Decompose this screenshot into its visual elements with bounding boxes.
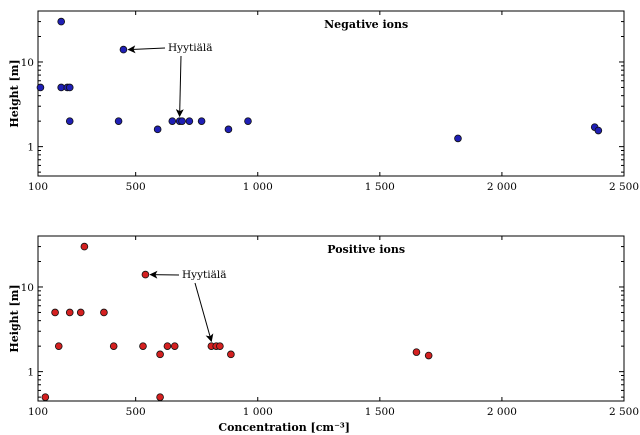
annotation-arrow	[127, 45, 166, 54]
data-point	[163, 342, 172, 350]
y-tick-label: 1	[27, 367, 34, 379]
x-tick-label: 1 000	[243, 181, 273, 193]
annotation-label: Hyytiälä	[182, 269, 226, 281]
x-tick-label: 2 500	[609, 406, 639, 418]
data-point	[156, 350, 164, 359]
y-tick-label: 10	[21, 282, 34, 294]
data-point	[109, 342, 118, 350]
data-point	[65, 117, 74, 125]
x-tick-label: 2 000	[487, 181, 517, 193]
data-point	[185, 117, 194, 125]
data-point	[80, 242, 89, 251]
x-tick-label: 100	[28, 406, 48, 418]
data-point	[424, 351, 433, 360]
panel-title: Positive ions	[327, 243, 405, 256]
data-point	[119, 45, 128, 54]
data-point	[197, 117, 206, 125]
x-tick-label: 500	[126, 406, 146, 418]
data-point	[216, 342, 224, 350]
data-point	[36, 83, 45, 92]
panel-title: Negative ions	[324, 18, 408, 31]
negative-ions-panel: 100 500 1 000 1 500 2 000 2 500 1 10 Negative io…	[8, 10, 639, 193]
plot-frame	[37, 10, 625, 177]
y-tick-label: 10	[21, 57, 34, 69]
x-tick-label: 500	[126, 181, 146, 193]
data-point	[65, 308, 74, 317]
data-point	[139, 342, 147, 350]
data-point	[153, 125, 162, 134]
data-point	[54, 342, 63, 350]
data-point	[65, 83, 74, 92]
annotation-label: Hyytiälä	[168, 42, 212, 54]
data-point	[454, 134, 462, 143]
data-point	[178, 117, 186, 125]
data-point	[412, 348, 421, 356]
data-point	[57, 17, 65, 26]
data-point	[100, 308, 108, 317]
data-point	[156, 393, 164, 401]
y-axis-label: Height [m]	[8, 59, 21, 127]
data-point	[227, 350, 235, 359]
data-point	[141, 270, 150, 279]
data-point	[76, 308, 85, 317]
data-point	[594, 126, 603, 135]
x-tick-label: 2 500	[609, 181, 639, 193]
data-point	[41, 393, 50, 401]
annotation-arrow	[175, 55, 184, 118]
x-tick-label: 1 000	[243, 406, 273, 418]
data-point	[51, 308, 59, 317]
data-point	[244, 117, 252, 125]
annotation-arrow	[194, 282, 214, 343]
x-tick-label: 1 500	[365, 181, 395, 193]
y-axis-label: Height [m]	[8, 284, 21, 352]
positive-ions-panel: 100 500 1 000 1 500 2 000 2 500 1 10 Positive io…	[8, 235, 639, 434]
data-point	[170, 342, 179, 350]
x-tick-label: 1 500	[365, 406, 395, 418]
data-point	[224, 125, 233, 134]
x-tick-label: 2 000	[487, 406, 517, 418]
plot-frame	[37, 235, 625, 402]
x-axis-label: Concentration [cm⁻³]	[218, 421, 350, 434]
data-point	[168, 117, 177, 125]
data-point	[114, 117, 123, 125]
x-tick-label: 100	[28, 181, 48, 193]
y-tick-label: 1	[27, 142, 34, 154]
